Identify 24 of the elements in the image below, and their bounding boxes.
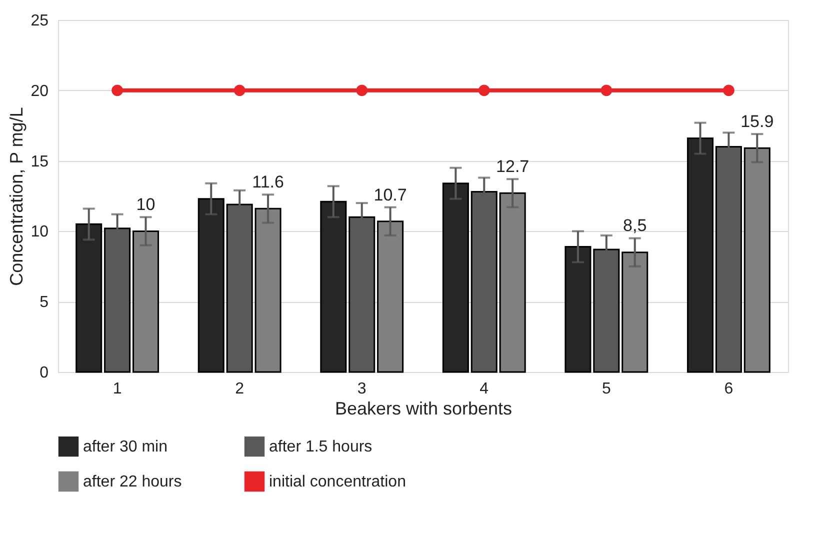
legend-label: after 1.5 hours: [269, 438, 372, 456]
x-axis-title: Beakers with sorbents: [334, 398, 512, 418]
y-tick-label: 0: [40, 364, 49, 382]
data-label: 10.7: [374, 185, 407, 204]
data-label: 10: [136, 195, 156, 214]
x-tick-label: 6: [724, 380, 734, 398]
legend-label: initial concentration: [269, 474, 406, 490]
y-tick-label: 25: [30, 12, 49, 30]
x-tick-label: 4: [480, 380, 489, 398]
data-label: 8,5: [623, 216, 647, 236]
x-tick-label: 3: [357, 380, 366, 398]
y-tick-label: 5: [40, 294, 49, 312]
y-tick-label: 10: [30, 224, 49, 241]
data-label: 12.7: [496, 157, 530, 176]
legend-label: after 30 min: [83, 438, 168, 456]
x-tick-label: 2: [235, 380, 244, 398]
y-tick-label: 20: [30, 82, 49, 100]
data-label: 15.9: [740, 112, 774, 132]
y-axis-title: Concentration, P mg/L: [6, 107, 27, 286]
data-label: 11.6: [252, 172, 284, 192]
x-tick-label: 5: [602, 380, 611, 398]
x-tick-label: 1: [112, 380, 122, 398]
legend-label: after 22 hours: [83, 474, 182, 490]
y-tick-label: 15: [30, 153, 49, 170]
